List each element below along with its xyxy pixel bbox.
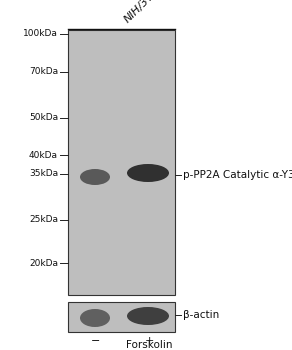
Text: Forskolin: Forskolin [126,340,172,350]
Ellipse shape [127,164,169,182]
Ellipse shape [127,307,169,325]
Text: NIH/3T3: NIH/3T3 [122,0,161,25]
Text: p-PP2A Catalytic α-Y307: p-PP2A Catalytic α-Y307 [183,170,292,180]
Ellipse shape [80,169,110,185]
Bar [68,302,175,332]
Bar [68,30,175,295]
Text: β-actin: β-actin [183,310,219,320]
Text: −: − [91,336,101,346]
Text: 20kDa: 20kDa [29,259,58,267]
Text: 70kDa: 70kDa [29,68,58,77]
Text: 25kDa: 25kDa [29,216,58,224]
Text: 35kDa: 35kDa [29,169,58,178]
Text: 40kDa: 40kDa [29,150,58,160]
Ellipse shape [80,309,110,327]
Text: +: + [144,336,154,346]
Text: 50kDa: 50kDa [29,113,58,122]
Text: 100kDa: 100kDa [23,29,58,38]
